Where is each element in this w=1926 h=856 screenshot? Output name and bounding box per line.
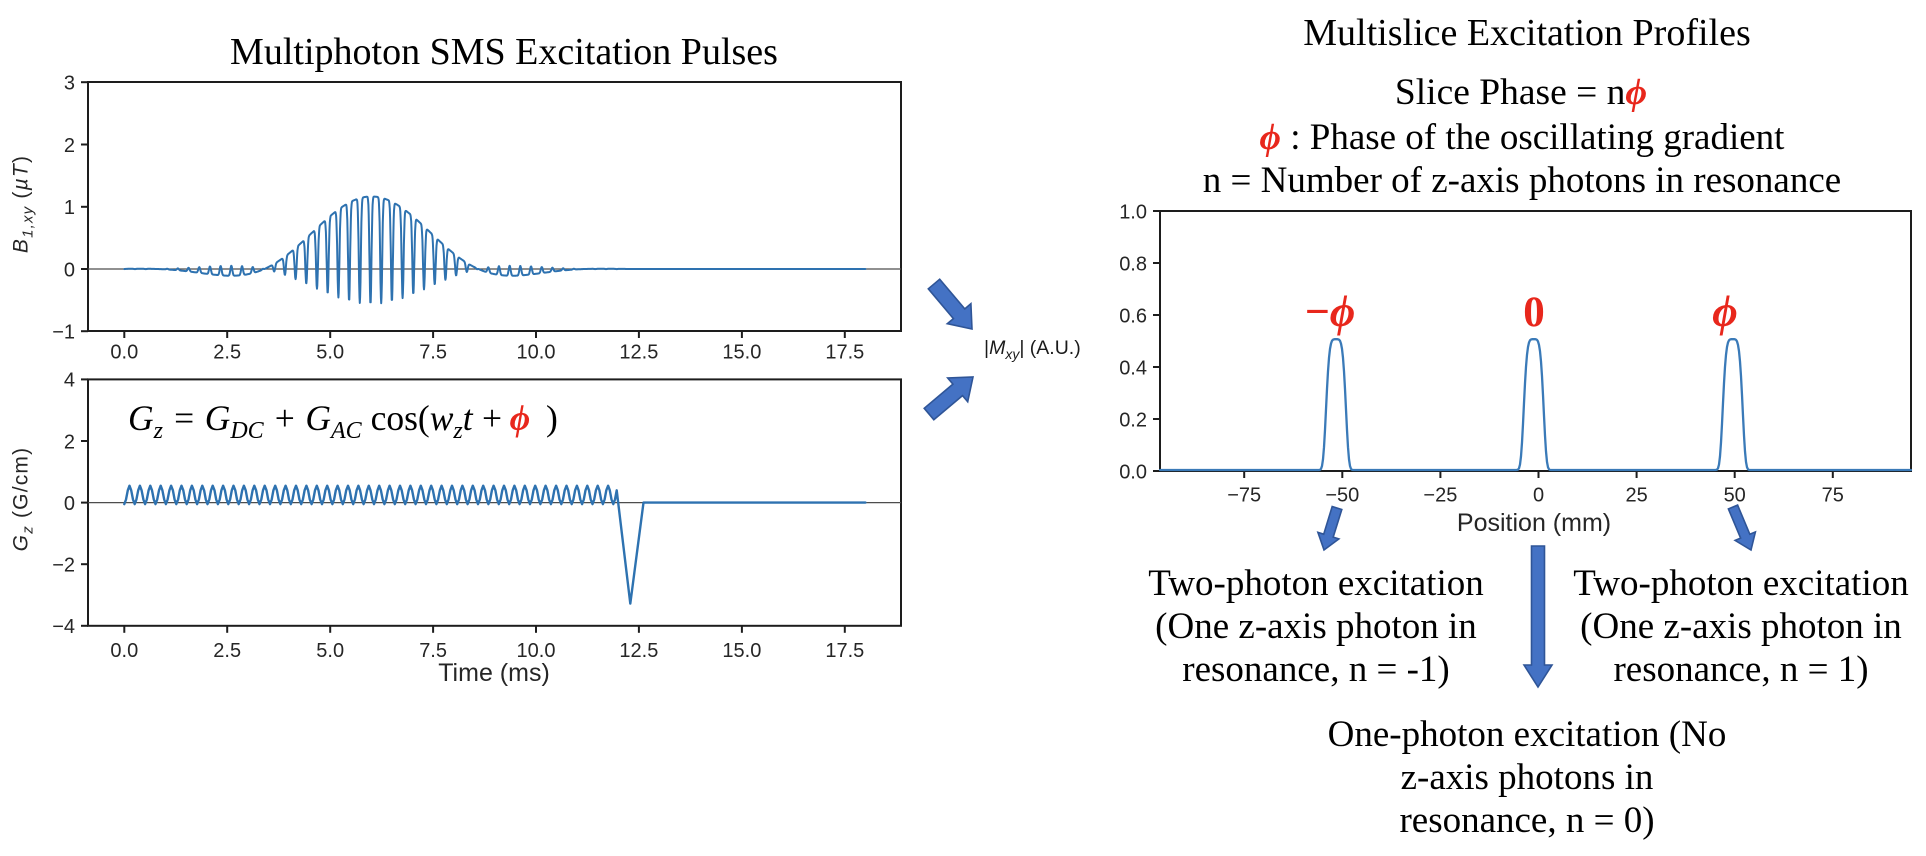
svg-text:−75: −75 — [1227, 484, 1261, 506]
svg-text:7.5: 7.5 — [419, 640, 447, 662]
svg-text:2.5: 2.5 — [213, 640, 241, 662]
svg-text:17.5: 17.5 — [825, 341, 864, 363]
svg-text:25: 25 — [1625, 484, 1647, 506]
svg-text:−4: −4 — [52, 616, 75, 638]
svg-text:3: 3 — [64, 73, 75, 95]
svg-text:0: 0 — [1533, 484, 1544, 506]
svg-text:−50: −50 — [1325, 484, 1359, 506]
svg-text:0: 0 — [64, 493, 75, 515]
svg-text:−25: −25 — [1423, 484, 1457, 506]
svg-text:0.4: 0.4 — [1119, 357, 1147, 379]
svg-text:10.0: 10.0 — [517, 640, 556, 662]
svg-text:0.6: 0.6 — [1119, 305, 1147, 327]
svg-text:12.5: 12.5 — [619, 640, 658, 662]
svg-text:0.0: 0.0 — [1119, 461, 1147, 483]
svg-text:15.0: 15.0 — [722, 640, 761, 662]
svg-text:2: 2 — [64, 135, 75, 157]
svg-text:2: 2 — [64, 431, 75, 453]
svg-text:1.0: 1.0 — [1119, 201, 1147, 223]
svg-text:12.5: 12.5 — [619, 341, 658, 363]
svg-text:5.0: 5.0 — [316, 640, 344, 662]
svg-text:5.0: 5.0 — [316, 341, 344, 363]
svg-text:0.0: 0.0 — [110, 341, 138, 363]
svg-text:0.2: 0.2 — [1119, 409, 1147, 431]
svg-text:75: 75 — [1822, 484, 1844, 506]
svg-text:4: 4 — [64, 370, 75, 392]
svg-text:15.0: 15.0 — [722, 341, 761, 363]
svg-text:−2: −2 — [52, 555, 75, 577]
svg-text:−1: −1 — [52, 322, 75, 344]
svg-text:7.5: 7.5 — [419, 341, 447, 363]
svg-text:0.0: 0.0 — [110, 640, 138, 662]
svg-text:0: 0 — [64, 259, 75, 281]
svg-text:2.5: 2.5 — [213, 341, 241, 363]
svg-text:10.0: 10.0 — [517, 341, 556, 363]
svg-text:50: 50 — [1724, 484, 1746, 506]
svg-text:0.8: 0.8 — [1119, 253, 1147, 275]
svg-text:1: 1 — [64, 197, 75, 219]
svg-text:17.5: 17.5 — [825, 640, 864, 662]
